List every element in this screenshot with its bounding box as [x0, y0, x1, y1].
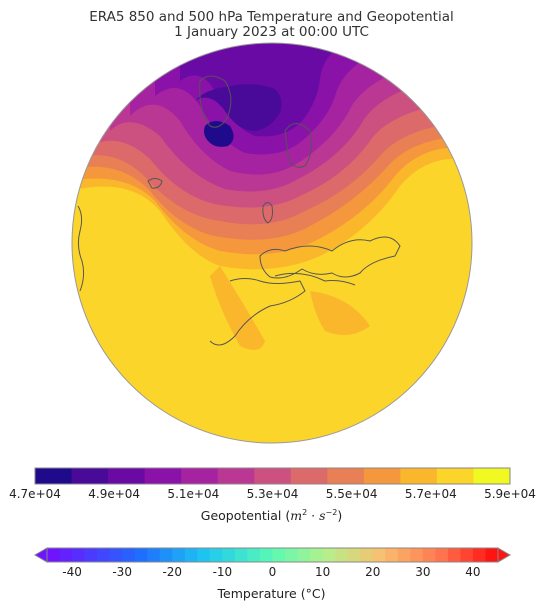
geopotential-tick-label: 4.7e+04	[9, 487, 61, 501]
temperature-colorbar-swatch	[485, 548, 499, 562]
temperature-colorbar-swatch	[222, 548, 236, 562]
temperature-tick-label: 40	[465, 565, 481, 579]
field-level-1	[204, 121, 234, 147]
temperature-colorbar-swatch	[410, 548, 424, 562]
geopotential-colorbar	[34, 467, 511, 485]
geopotential-colorbar-swatch	[290, 468, 328, 484]
geopotential-colorbar-swatch	[327, 468, 365, 484]
temperature-tick-label: -20	[162, 565, 183, 579]
field-level-11-tongue2	[310, 291, 370, 335]
geopotential-colorbar-swatch	[473, 468, 511, 484]
geopotential-colorbar-swatch	[363, 468, 401, 484]
temperature-tick-label: 0	[268, 565, 277, 579]
temperature-colorbar-swatch	[234, 548, 248, 562]
temperature-unit: °C	[305, 586, 321, 601]
geopotential-unit-s: s	[319, 508, 326, 524]
temperature-tick-label: -30	[112, 565, 132, 579]
temperature-colorbar-swatch	[184, 548, 198, 562]
temperature-colorbar-swatch	[72, 548, 86, 562]
temperature-colorbar-swatch	[259, 548, 273, 562]
temperature-colorbar-swatch	[397, 548, 411, 562]
temperature-colorbar-swatch	[310, 548, 324, 562]
temperature-colorbar-swatch	[197, 548, 211, 562]
temperature-colorbar-swatch	[472, 548, 486, 562]
temperature-colorbar-swatch	[447, 548, 461, 562]
geopotential-colorbar-swatch	[108, 468, 146, 484]
geopotential-colorbar-swatch	[144, 468, 182, 484]
geopotential-label-text: Geopotential (	[200, 508, 291, 524]
temperature-colorbar-swatch	[322, 548, 336, 562]
orthographic-map	[71, 42, 473, 444]
temperature-colorbar-swatch	[209, 548, 223, 562]
geopotential-tick-label: 5.1e+04	[167, 487, 220, 501]
temperature-colorbar-swatch	[460, 548, 474, 562]
temperature-colorbar-swatch	[109, 548, 123, 562]
temperature-extend-high	[497, 547, 511, 563]
temperature-colorbar-swatch	[147, 548, 161, 562]
geopotential-colorbar-swatch	[71, 468, 109, 484]
geopotential-unit-m: m	[290, 508, 303, 524]
geopotential-unit-dot: ·	[307, 508, 320, 524]
geopotential-colorbar-swatch	[400, 468, 438, 484]
temperature-colorbar-swatch	[172, 548, 186, 562]
geopotential-tick-label: 4.9e+04	[88, 487, 141, 501]
coastline-africa-west	[209, 278, 306, 346]
temperature-tick-label: -10	[212, 565, 233, 579]
coastline-scandinavia	[284, 123, 313, 168]
temperature-colorbar-swatch	[272, 548, 286, 562]
temperature-colorbar-swatch	[159, 548, 173, 562]
temperature-colorbar-swatch	[84, 548, 98, 562]
temperature-colorbar-label: Temperature (°C)	[0, 586, 543, 601]
coastline-iceland	[147, 178, 163, 189]
temperature-label-text: Temperature (	[217, 586, 306, 601]
temperature-colorbar	[34, 547, 511, 563]
coastlines	[77, 75, 401, 346]
field-level-11-tongue	[210, 266, 265, 350]
temperature-colorbar-swatch	[347, 548, 361, 562]
coastline-europe	[259, 236, 401, 279]
geopotential-colorbar-swatch	[436, 468, 474, 484]
coastline-mediterranean	[274, 272, 356, 286]
field-level-2	[195, 84, 282, 131]
temperature-colorbar-swatch	[59, 548, 73, 562]
geopotential-tick-label: 5.7e+04	[404, 487, 457, 501]
temperature-colorbar-swatch	[385, 548, 399, 562]
temperature-colorbar-swatch	[335, 548, 349, 562]
geopotential-colorbar-swatch	[254, 468, 292, 484]
temperature-colorbar-swatch	[297, 548, 311, 562]
temperature-tick-label: -40	[62, 565, 82, 579]
geopotential-colorbar-swatch	[217, 468, 255, 484]
temperature-colorbar-swatch	[422, 548, 436, 562]
geopotential-tick-label: 5.3e+04	[246, 487, 299, 501]
geopotential-colorbar-label: Geopotential (m2 · s−2)	[0, 508, 543, 523]
temperature-colorbar-swatch	[134, 548, 148, 562]
temperature-colorbar-swatch	[97, 548, 111, 562]
temperature-extend-low	[34, 547, 48, 563]
coastline-britain	[262, 202, 273, 224]
temperature-tick-label: 10	[314, 565, 331, 579]
geopotential-label-close: )	[337, 508, 343, 524]
temperature-colorbar-swatch	[122, 548, 136, 562]
temperature-label-close: )	[320, 586, 326, 601]
temperature-colorbar-swatch	[372, 548, 386, 562]
temperature-colorbar-swatch	[435, 548, 449, 562]
temperature-tick-label: 20	[365, 565, 381, 579]
geopotential-unit-exp2: −2	[325, 508, 338, 517]
coastline-greenland	[199, 75, 232, 128]
temperature-colorbar-swatch	[285, 548, 299, 562]
geopotential-colorbar-swatch	[181, 468, 219, 484]
map-title-line2: 1 January 2023 at 00:00 UTC	[174, 24, 369, 40]
geopotential-tick-label: 5.5e+04	[325, 487, 378, 501]
geopotential-unit-exp1: 2	[302, 508, 308, 517]
temperature-tick-label: 30	[415, 565, 431, 579]
temperature-colorbar-swatch	[247, 548, 261, 562]
coastline-americas	[77, 205, 85, 292]
temperature-colorbar-swatch	[360, 548, 374, 562]
geopotential-tick-label: 5.9e+04	[484, 487, 536, 501]
geopotential-colorbar-swatch	[35, 468, 73, 484]
temperature-colorbar-swatch	[47, 548, 61, 562]
globe-outline	[71, 42, 473, 444]
map-title-line1: ERA5 850 and 500 hPa Temperature and Geo…	[89, 9, 454, 25]
